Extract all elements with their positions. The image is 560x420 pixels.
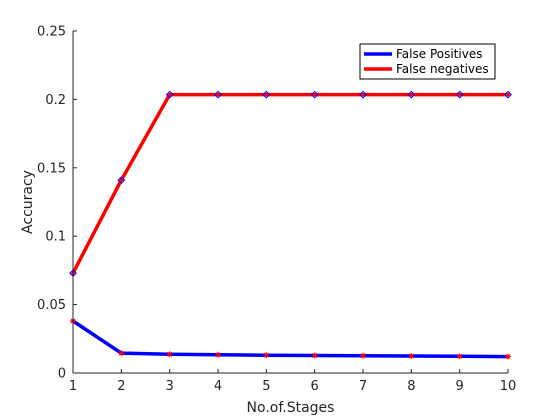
data-point-false-negatives <box>407 90 416 99</box>
x-tick-label: 10 <box>500 379 517 394</box>
data-point-false-negatives <box>455 90 464 99</box>
data-point-false-positives <box>118 350 125 357</box>
y-tick-label: 0.15 <box>37 161 66 176</box>
data-point-false-positives <box>408 353 415 360</box>
data-point-false-negatives <box>262 90 271 99</box>
data-point-false-positives <box>505 353 511 360</box>
legend-label-false-negatives: False negatives <box>396 62 489 76</box>
legend-box <box>359 43 496 80</box>
data-point-false-positives <box>215 351 221 358</box>
data-point-false-negatives <box>504 90 512 99</box>
series-lines <box>69 90 512 360</box>
y-tick-label: 0 <box>58 367 66 382</box>
x-tick-label: 1 <box>69 379 77 394</box>
x-tick-label: 5 <box>262 379 270 394</box>
data-point-false-negatives <box>214 90 222 99</box>
x-tick-label: 9 <box>456 379 464 394</box>
legend: False Positives False negatives <box>359 43 496 80</box>
y-tick-label: 0.2 <box>45 93 66 108</box>
series-line-false-negatives <box>71 92 510 275</box>
axes <box>72 30 509 374</box>
x-tick-label: 3 <box>166 379 174 394</box>
x-axis-label: No.of.Stages <box>247 400 335 416</box>
x-tick-label: 6 <box>311 379 319 394</box>
data-point-false-positives <box>263 352 270 359</box>
x-tick-label: 4 <box>214 379 222 394</box>
data-point-false-negatives <box>310 90 319 99</box>
data-point-false-negatives <box>117 176 126 185</box>
series-line-false-positives <box>71 319 510 359</box>
data-point-false-positives <box>456 353 463 360</box>
y-tick-label: 0.05 <box>37 298 66 313</box>
x-tick-label: 2 <box>117 379 125 394</box>
y-tick-label: 0.25 <box>37 25 66 40</box>
x-tick-label: 8 <box>407 379 415 394</box>
data-point-false-positives <box>311 352 318 359</box>
plot-area <box>73 31 508 373</box>
tick-labels: 1 2 3 4 5 6 7 8 9 10 0 0.05 0.1 0.15 0.2 0.25 <box>37 25 516 395</box>
data-point-false-negatives <box>359 90 367 99</box>
data-point-false-positives <box>360 352 366 359</box>
plot-background <box>73 31 508 373</box>
data-point-false-negatives <box>165 90 174 99</box>
data-point-false-positives <box>166 351 173 358</box>
y-axis-label: Accuracy <box>20 170 36 234</box>
x-tick-label: 7 <box>359 379 367 394</box>
y-tick-label: 0.1 <box>45 230 66 245</box>
legend-label-false-positives: False Positives <box>396 47 482 61</box>
